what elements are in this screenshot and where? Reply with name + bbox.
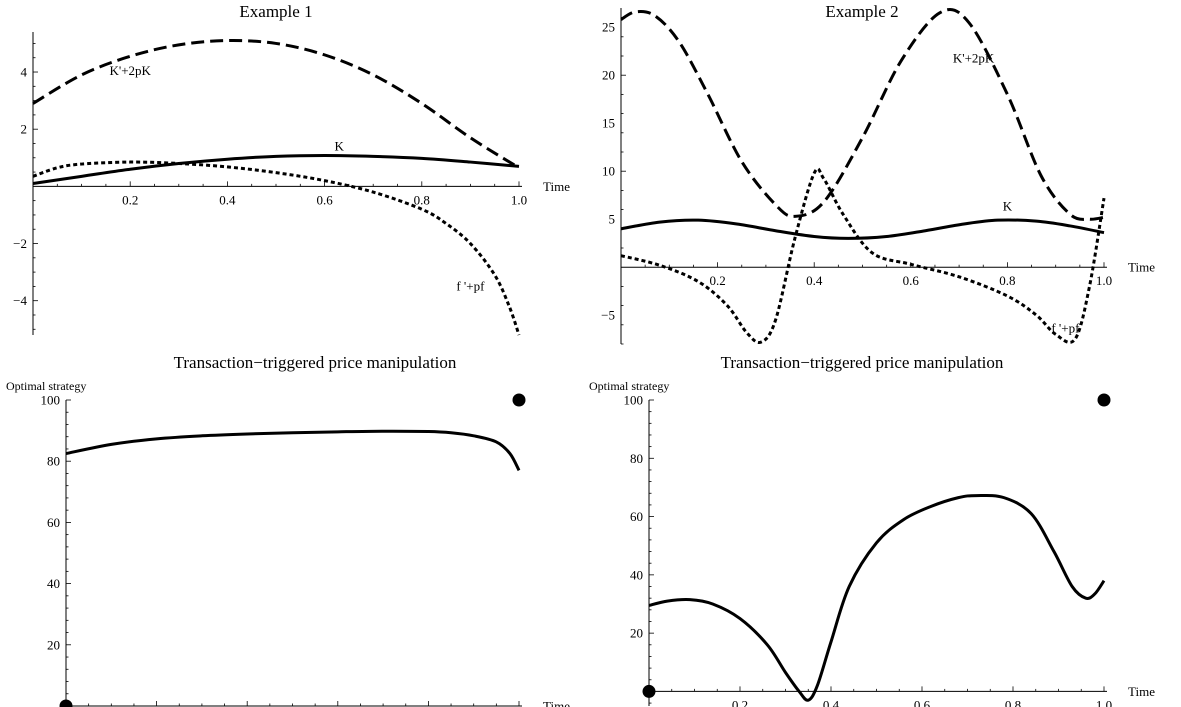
y-tick-label: 40 [47,576,60,591]
x-tick-label: 0.8 [1005,697,1021,707]
x-tick-label: 0.6 [316,192,333,207]
y-tick-label: 4 [21,65,28,80]
series-annotation: f '+pf [456,279,485,294]
series-line-1 [648,493,1106,702]
y-tick-label: 100 [41,393,61,408]
x-tick-label: 0.4 [806,273,823,288]
y-tick-label: −2 [13,236,27,251]
y-tick-label: 2 [21,122,28,137]
x-tick-label: 0.4 [219,192,236,207]
chart-title: Example 2 [825,2,898,21]
data-point [1097,393,1111,407]
chart-title: Transaction−triggered price manipulation [174,353,457,372]
chart-title: Example 1 [239,2,312,21]
y-tick-label: 20 [630,626,643,641]
y-tick-label: 5 [609,212,616,227]
y-axis-label: Optimal strategy [589,379,669,393]
y-tick-label: 20 [47,637,60,652]
series-annotation: K [334,139,344,154]
series-line-1 [65,429,521,472]
x-tick-label: 0.2 [122,192,138,207]
chart-panel-4: Transaction−triggered price manipulation… [589,353,1155,707]
x-tick-label: 1.0 [1096,697,1112,707]
data-point [59,699,73,707]
series-annotation: f '+pf [1051,320,1080,335]
y-tick-label: 10 [602,164,615,179]
series-annotation: K [1003,199,1013,214]
x-tick-label: 0.6 [903,273,920,288]
x-axis-label: Time [543,699,570,707]
series-line-k [620,218,1105,240]
x-tick-label: 1.0 [511,192,527,207]
data-point [642,684,656,698]
y-tick-label: −5 [601,308,615,323]
y-tick-label: 60 [47,515,60,530]
x-axis-label: Time [1128,260,1155,275]
x-axis-label: Time [1128,684,1155,699]
x-tick-label: 0.6 [914,697,931,707]
x-tick-label: 0.4 [823,697,840,707]
y-tick-label: 25 [602,20,615,35]
y-axis-label: Optimal strategy [6,379,86,393]
series-line-f-pf [32,160,521,336]
chart-panel-1: Example 1 0.2 0.4 0.6 0.8 1.0 −4 −2 2 4 Time K'+2pK… [13,2,570,336]
chart-panel-2: Example 2 0.2 0.4 0.6 0.8 1.0 −5 5 10 15 20 25 Time K… [601,2,1155,345]
y-tick-label: 80 [630,451,643,466]
x-tick-label: 0.2 [709,273,725,288]
series-annotation: K'+2pK [109,63,151,78]
y-tick-label: 40 [630,567,643,582]
y-tick-label: 20 [602,68,615,83]
x-tick-label: 0.2 [732,697,748,707]
series-annotation: K'+2pK [953,51,995,66]
x-tick-label: 0.8 [414,192,430,207]
chart-panel-3: Transaction−triggered price manipulation… [6,353,570,707]
y-tick-label: 100 [624,393,644,408]
x-tick-label: 1.0 [1096,273,1112,288]
series-line-k-2pk [620,7,1105,221]
chart-title: Transaction−triggered price manipulation [721,353,1004,372]
series-line-f-pf [620,167,1106,345]
y-tick-label: 80 [47,454,60,469]
series-line-k-2pk [32,39,520,170]
y-tick-label: 15 [602,116,615,131]
y-tick-label: 60 [630,509,643,524]
y-tick-label: −4 [13,293,27,308]
x-axis-label: Time [543,179,570,194]
data-point [512,393,526,407]
x-tick-label: 0.8 [999,273,1015,288]
series-line-k [32,153,520,185]
